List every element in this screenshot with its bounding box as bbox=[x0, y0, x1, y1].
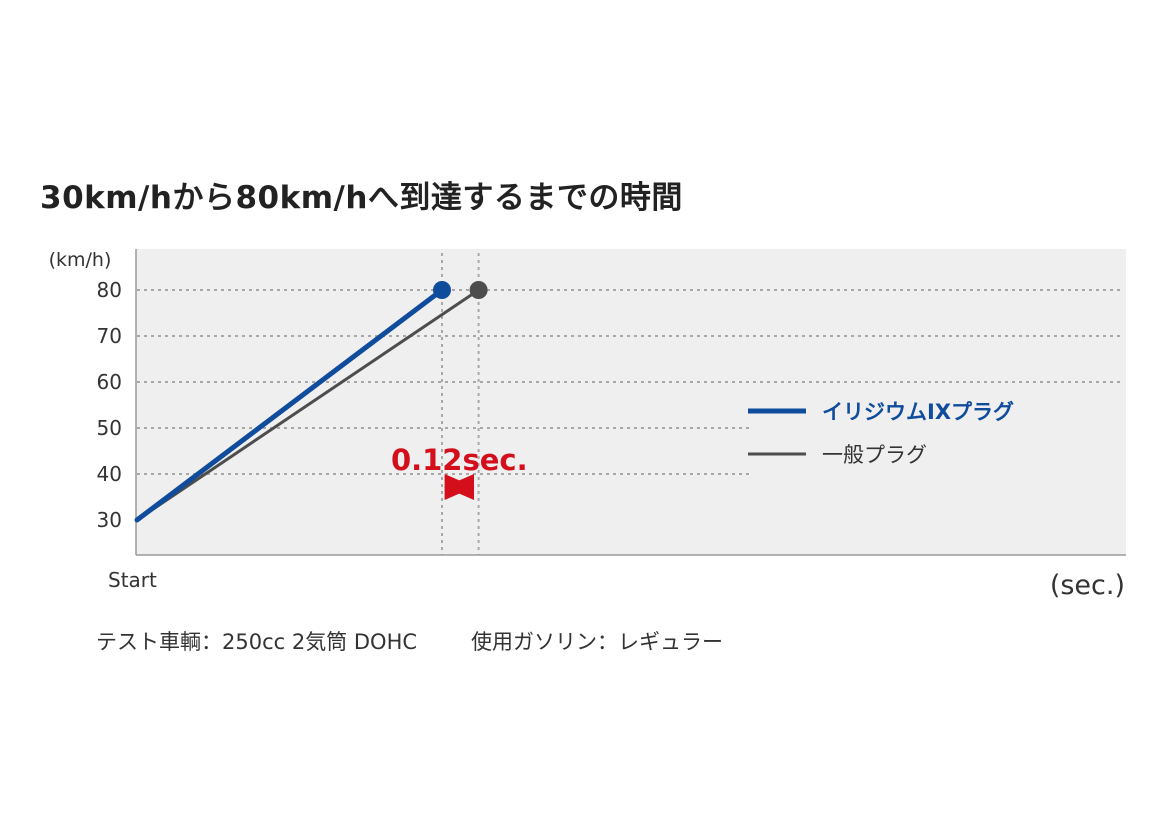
annotation-label: 0.12sec. bbox=[391, 443, 528, 477]
grid-lines bbox=[137, 253, 1122, 555]
legend-label: 一般プラグ bbox=[822, 443, 927, 467]
time-difference-annotation: 0.12sec. bbox=[391, 443, 528, 500]
y-tick-label: 60 bbox=[97, 370, 122, 394]
y-tick-label: 30 bbox=[97, 508, 122, 532]
x-axis-unit-label: (sec.) bbox=[1050, 570, 1125, 601]
series-end-point bbox=[469, 281, 488, 299]
test-conditions: テスト車輌：250cc 2気筒 DOHC 使用ガソリン：レギュラー bbox=[96, 626, 723, 656]
series-line bbox=[134, 287, 445, 523]
test-vehicle-note: テスト車輌：250cc 2気筒 DOHC bbox=[96, 630, 418, 654]
series-lines bbox=[134, 281, 488, 523]
series-end-point bbox=[433, 281, 451, 299]
y-tick-labels: 30 40 50 60 70 80 bbox=[97, 278, 122, 532]
fuel-note: 使用ガソリン：レギュラー bbox=[471, 630, 724, 654]
plot-background bbox=[136, 249, 1126, 555]
x-start-label: Start bbox=[108, 568, 157, 592]
legend-label: イリジウムIXプラグ bbox=[822, 400, 1014, 424]
y-tick-label: 80 bbox=[97, 278, 122, 302]
y-tick-label: 50 bbox=[97, 416, 122, 440]
annotation-arrowhead-right bbox=[444, 474, 475, 500]
y-axis-unit-label: (km/h) bbox=[49, 249, 112, 271]
y-tick-label: 40 bbox=[97, 462, 122, 486]
y-tick-label: 70 bbox=[97, 324, 122, 348]
chart-title: 30km/hから80km/hへ到達するまでの時間 bbox=[40, 180, 683, 216]
series-line bbox=[135, 288, 481, 522]
